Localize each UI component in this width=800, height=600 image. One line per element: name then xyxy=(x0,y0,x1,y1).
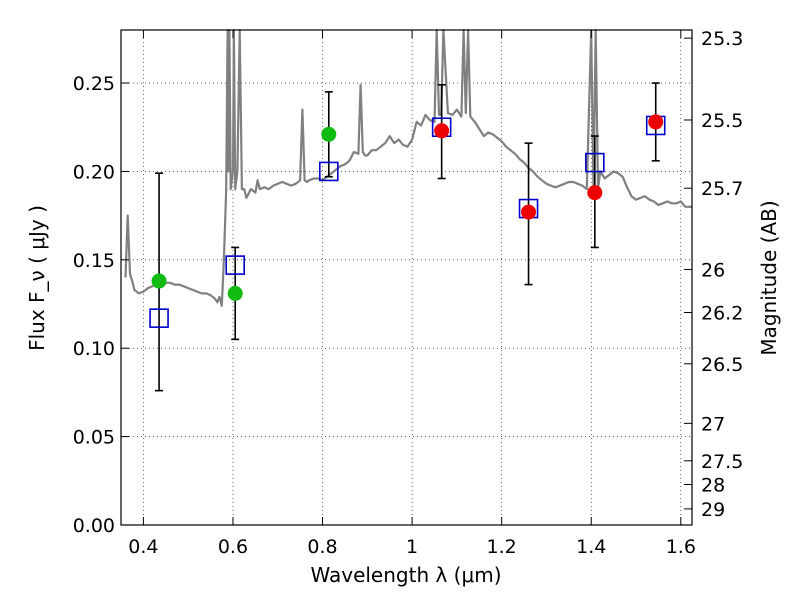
observed-point xyxy=(648,114,664,130)
observed-point xyxy=(587,185,603,201)
x-tick-label: 0.8 xyxy=(307,536,337,558)
observed-point xyxy=(227,285,243,301)
plot-frame xyxy=(120,29,693,526)
right-tick-label: 29 xyxy=(701,499,725,521)
y-tick-label: 0.25 xyxy=(73,73,115,95)
right-axis-label: Magnitude (AB) xyxy=(757,200,781,355)
model-point-square xyxy=(149,308,169,328)
y-tick-label: 0.15 xyxy=(73,250,115,272)
model-points xyxy=(149,115,666,328)
observed-points xyxy=(151,114,664,301)
spectrum-line xyxy=(124,28,692,307)
x-tick-label: 1.4 xyxy=(576,536,606,558)
observed-point xyxy=(521,204,537,220)
x-tick-label: 1 xyxy=(406,536,418,558)
observed-point xyxy=(434,123,450,139)
x-tick-label: 1.2 xyxy=(487,536,517,558)
model-point-square xyxy=(225,255,245,275)
x-axis-label: Wavelength λ (μm) xyxy=(310,563,501,587)
grid-lines xyxy=(121,30,692,525)
observed-point xyxy=(321,126,337,142)
model-point-square xyxy=(585,152,605,173)
observed-point xyxy=(151,273,167,289)
x-tick-label: 0.4 xyxy=(128,536,158,558)
right-tick-label: 25.7 xyxy=(701,178,743,200)
right-tick-label: 27.5 xyxy=(701,451,743,473)
right-tick-label: 26.5 xyxy=(701,354,743,376)
y-tick-label: 0.05 xyxy=(73,427,115,449)
model-point-square xyxy=(318,161,339,182)
right-tick-label: 28 xyxy=(701,475,725,497)
y-tick-label: 0.00 xyxy=(73,515,115,537)
right-tick-label: 26.2 xyxy=(701,303,743,325)
y-tick-label: 0.20 xyxy=(73,161,115,183)
x-tick-label: 0.6 xyxy=(218,536,248,558)
right-tick-label: 26 xyxy=(701,260,725,282)
axis-ticks: 0.4 0.6 0.8 1 1.2 1.4 1.6 0.00 0.05 0.10 0.15 0.20 0… xyxy=(73,28,744,558)
right-tick-label: 25.5 xyxy=(701,110,743,132)
right-tick-label: 25.3 xyxy=(701,28,743,50)
model-spectrum xyxy=(124,28,692,307)
y-tick-label: 0.10 xyxy=(73,338,115,360)
x-tick-label: 1.6 xyxy=(666,536,696,558)
y-axis-label: Flux F_ν ( μJy ) xyxy=(25,205,49,351)
right-tick-label: 27 xyxy=(701,413,725,435)
